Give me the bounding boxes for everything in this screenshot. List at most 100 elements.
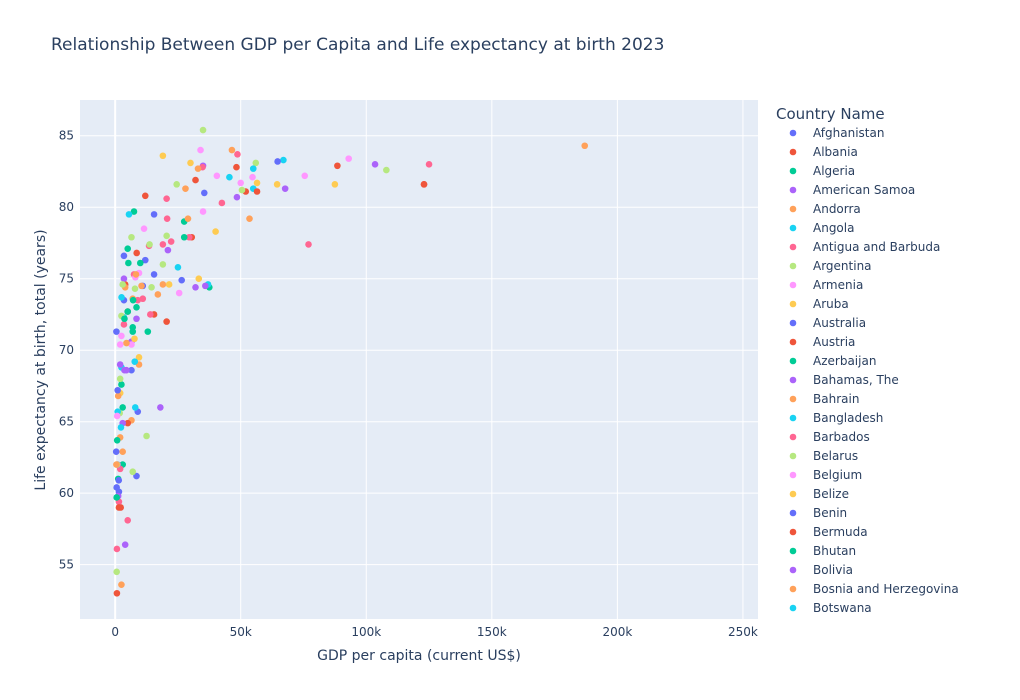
data-point (150, 211, 158, 218)
data-point (130, 208, 138, 215)
legend-marker (789, 357, 797, 365)
legend-item[interactable]: Bahrain (789, 392, 860, 406)
legend-item[interactable]: Armenia (789, 278, 864, 292)
data-point (113, 436, 121, 444)
legend-item[interactable]: Bosnia and Herzegovina (789, 582, 959, 596)
data-point (174, 263, 182, 271)
data-point (197, 146, 204, 154)
legend-marker (789, 224, 797, 232)
data-point (116, 375, 124, 383)
legend-item[interactable]: Austria (789, 335, 856, 349)
data-point (124, 419, 132, 427)
legend-item[interactable]: Angola (789, 221, 855, 235)
data-point (121, 541, 129, 548)
legend-item[interactable]: Azerbaijan (789, 354, 877, 368)
data-point (246, 215, 253, 222)
data-point (165, 281, 173, 288)
legend-item[interactable]: Argentina (789, 259, 872, 273)
legend-marker (789, 319, 797, 327)
legend-item[interactable]: Barbados (789, 430, 870, 444)
legend-label: Bosnia and Herzegovina (813, 582, 959, 596)
legend-item[interactable]: Bermuda (789, 525, 868, 539)
data-point (114, 386, 121, 394)
data-point (237, 179, 245, 187)
legend-item[interactable]: Botswana (789, 601, 872, 615)
legend-item[interactable]: Bhutan (789, 544, 856, 558)
data-point (159, 241, 167, 248)
data-point (159, 281, 167, 288)
data-point (131, 358, 139, 365)
legend-item[interactable]: Algeria (789, 164, 855, 178)
legend-item[interactable]: Andorra (789, 202, 861, 216)
data-point (124, 517, 132, 524)
data-point (233, 163, 240, 171)
data-point (129, 328, 137, 335)
data-point (113, 494, 120, 501)
legend-marker (789, 490, 797, 498)
legend-item[interactable]: American Samoa (789, 183, 916, 197)
legend-label: Barbados (813, 430, 870, 444)
legend-marker (789, 433, 797, 441)
data-point (128, 341, 135, 348)
data-point (150, 271, 158, 278)
data-point (118, 381, 125, 388)
x-axis-ticks: 0 50k 100k 150k 200k 250k (111, 625, 758, 639)
legend-item[interactable]: Afghanistan (789, 126, 885, 140)
data-point (141, 192, 149, 200)
data-point (305, 241, 312, 248)
legend-marker (789, 338, 797, 346)
data-point (233, 193, 241, 201)
data-point (180, 233, 188, 241)
data-point (420, 181, 428, 188)
legend-label: Aruba (813, 297, 849, 311)
legend-marker (789, 300, 797, 308)
legend-item[interactable]: Belize (789, 487, 849, 501)
legend-item[interactable]: Benin (789, 506, 847, 520)
legend-item[interactable]: Aruba (789, 297, 849, 311)
legend-item[interactable]: Australia (789, 316, 866, 330)
legend-marker (789, 148, 797, 156)
legend-label: Argentina (813, 259, 872, 273)
legend-item[interactable]: Belarus (789, 449, 858, 463)
chart-title: Relationship Between GDP per Capita and … (51, 35, 664, 55)
x-tick-label: 50k (230, 625, 252, 639)
legend-marker (789, 243, 797, 251)
y-axis-title: Life expectancy at birth, total (years) (33, 229, 49, 490)
data-point (119, 281, 126, 288)
plot-area (80, 100, 758, 619)
legend-item[interactable]: Belgium (789, 468, 863, 482)
data-point (135, 354, 143, 361)
legend-item[interactable]: Bahamas, The (789, 373, 899, 387)
data-point (121, 366, 128, 374)
y-tick-label: 60 (59, 486, 74, 500)
legend-item[interactable]: Bangladesh (789, 411, 884, 425)
data-point (581, 142, 589, 150)
data-point (118, 581, 125, 588)
data-point (133, 249, 140, 257)
data-point (178, 276, 185, 284)
data-point (345, 155, 352, 162)
legend-label: Azerbaijan (813, 354, 876, 368)
data-point (331, 181, 339, 188)
data-point (140, 225, 148, 232)
data-point (163, 195, 170, 202)
legend-item[interactable]: Bolivia (789, 563, 853, 577)
legend-item[interactable]: Albania (789, 145, 858, 159)
legend-label: Australia (813, 316, 866, 330)
legend-marker (789, 566, 797, 574)
data-point (185, 233, 193, 241)
data-point (334, 162, 341, 170)
data-point (182, 185, 189, 192)
data-point (163, 215, 171, 222)
data-point (113, 461, 120, 468)
data-point (213, 172, 221, 180)
data-point (113, 412, 121, 420)
data-point (280, 156, 287, 164)
data-point (128, 366, 135, 374)
x-tick-label: 250k (728, 625, 758, 639)
data-point (249, 165, 257, 172)
legend-item[interactable]: Antigua and Barbuda (789, 240, 941, 254)
data-point (159, 261, 167, 268)
data-point (273, 181, 281, 188)
data-point (116, 361, 124, 368)
